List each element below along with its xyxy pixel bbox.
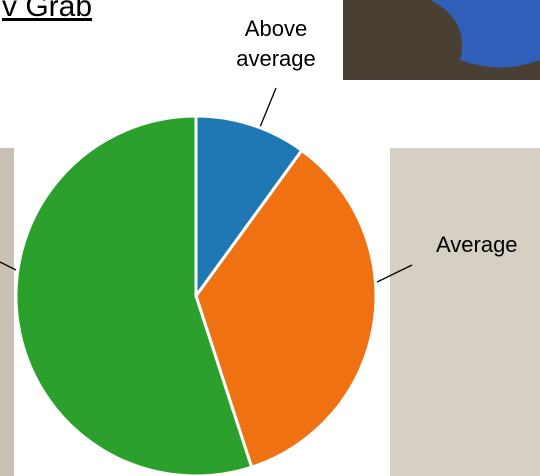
pie-slice: [14, 114, 254, 476]
background-photo: [0, 148, 14, 476]
pie: [14, 114, 378, 476]
slice-label: Above average: [236, 16, 316, 71]
title: v Grab: [2, 0, 93, 23]
leader-line: [372, 264, 413, 285]
leader-line: [257, 87, 277, 133]
slice-label: Average: [436, 232, 518, 257]
background-photo: [390, 148, 540, 476]
pie-slice: [194, 114, 304, 301]
pie-slice: [194, 148, 378, 470]
photo-object: [430, 0, 540, 68]
leader-line: [0, 261, 17, 271]
